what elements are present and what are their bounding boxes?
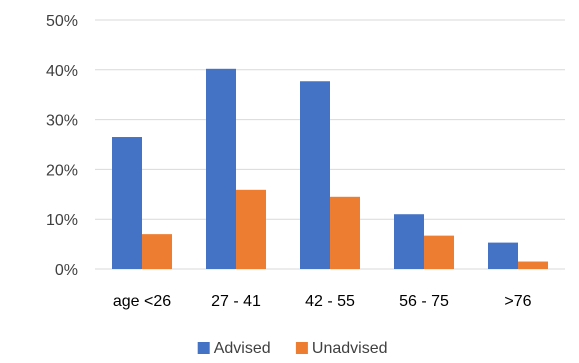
- bar-unadvised-2: [330, 196, 360, 269]
- bar-advised-3: [394, 214, 424, 269]
- x-tick-label: age <26: [113, 293, 171, 310]
- y-tick-label: 50%: [46, 13, 78, 30]
- x-tick-label: 27 - 41: [211, 293, 261, 310]
- bar-advised-2: [300, 81, 330, 269]
- bar-unadvised-4: [518, 261, 548, 269]
- y-tick-label: 0%: [55, 262, 78, 279]
- bars: [112, 68, 548, 269]
- bar-unadvised-0: [142, 234, 172, 269]
- bar-advised-1: [206, 68, 236, 269]
- x-tick-label: 56 - 75: [399, 293, 449, 310]
- x-tick-label: 42 - 55: [305, 293, 355, 310]
- y-axis-ticks: 0% 10% 20% 30% 40% 50%: [46, 13, 78, 279]
- legend-label-unadvised: Unadvised: [312, 340, 388, 357]
- legend-swatch-advised: [197, 342, 210, 354]
- legend-swatch-unadvised: [295, 342, 308, 354]
- bar-unadvised-3: [424, 235, 454, 269]
- x-tick-label: >76: [504, 293, 531, 310]
- bar-unadvised-1: [236, 189, 266, 269]
- x-axis-labels: age <26 27 - 41 42 - 55 56 - 75 >76: [113, 293, 532, 310]
- y-tick-label: 30%: [46, 113, 78, 130]
- y-tick-label: 40%: [46, 63, 78, 80]
- legend-label-advised: Advised: [214, 340, 271, 357]
- y-tick-label: 10%: [46, 212, 78, 229]
- legend: Advised Unadvised: [197, 340, 388, 357]
- y-tick-label: 20%: [46, 162, 78, 179]
- bar-advised-4: [488, 242, 518, 269]
- bar-advised-0: [112, 137, 142, 269]
